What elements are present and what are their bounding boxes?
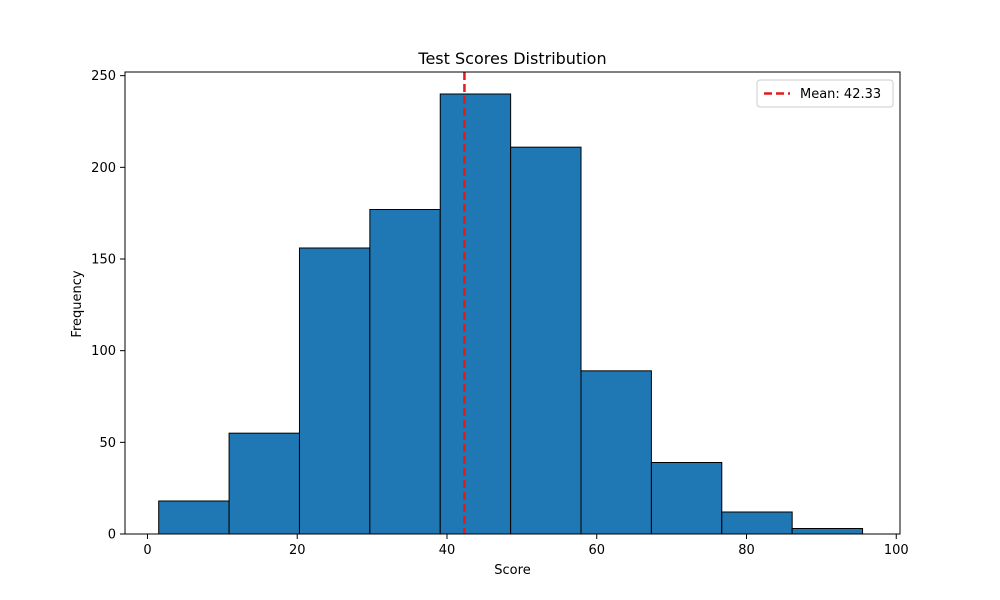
histogram-bar xyxy=(298,247,371,535)
legend-box xyxy=(756,79,894,108)
x-tick-label: 100 xyxy=(884,543,909,558)
x-tick-label: 60 xyxy=(588,543,605,558)
x-axis-ticks: 0 20 40 60 80 100 xyxy=(143,534,909,558)
histogram-bar xyxy=(650,462,723,535)
legend: Mean: 42.33 xyxy=(756,79,894,108)
histogram-bar xyxy=(791,528,864,535)
histogram-bar xyxy=(369,209,441,535)
histogram-bar xyxy=(439,93,512,535)
histogram-bar xyxy=(510,146,582,535)
bars-group xyxy=(158,93,864,535)
chart-title: Test Scores Distribution xyxy=(417,49,606,68)
y-tick-label: 150 xyxy=(91,253,116,268)
histogram-bar xyxy=(228,432,300,535)
y-tick-label: 0 xyxy=(108,528,116,543)
x-tick-label: 0 xyxy=(143,543,151,558)
y-axis-label: Frequency xyxy=(70,270,85,337)
y-tick-label: 50 xyxy=(99,436,116,451)
y-tick-label: 250 xyxy=(91,69,116,84)
y-tick-label: 100 xyxy=(91,344,116,359)
x-tick-label: 80 xyxy=(738,543,755,558)
y-tick-label: 200 xyxy=(91,161,116,176)
plot-area-frame xyxy=(124,71,901,535)
x-axis-label: Score xyxy=(494,563,530,578)
histogram-bar xyxy=(721,511,793,535)
histogram-bar xyxy=(580,370,652,535)
histogram-bar xyxy=(158,500,230,535)
x-tick-label: 20 xyxy=(289,543,306,558)
y-axis-ticks: 0 50 100 150 200 250 xyxy=(91,69,125,543)
x-tick-label: 40 xyxy=(439,543,456,558)
legend-mean-label: Mean: 42.33 xyxy=(800,87,881,102)
